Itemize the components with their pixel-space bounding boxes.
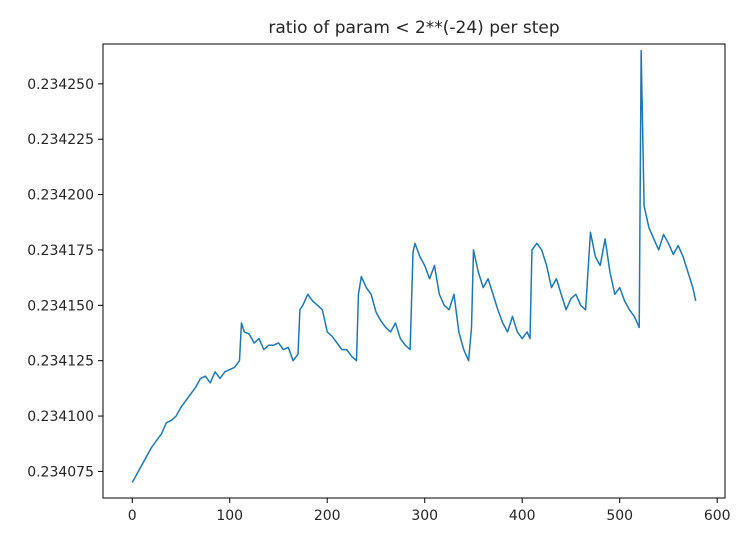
y-tick-label: 0.234250 — [27, 77, 94, 93]
y-tick-label: 0.234200 — [27, 188, 94, 204]
plot-frame — [102, 43, 726, 499]
series-group — [131, 49, 697, 483]
x-tick-label: 600 — [704, 508, 731, 524]
y-tick-label: 0.234125 — [27, 354, 94, 370]
x-tick-label: 100 — [216, 508, 243, 524]
y-tick-label: 0.234075 — [27, 464, 94, 480]
y-tick-label: 0.234100 — [27, 409, 94, 425]
chart-title: ratio of param < 2**(-24) per step — [268, 18, 559, 38]
x-tick-label: 200 — [314, 508, 341, 524]
y-tick-label: 0.234150 — [27, 298, 94, 314]
y-axis: 0.234075 0.234100 0.234125 0.234150 0.234175… — [27, 77, 103, 480]
x-axis: 0 100 200 300 400 500 600 — [128, 498, 731, 524]
series-line — [131, 49, 697, 483]
y-tick-label: 0.234175 — [27, 243, 94, 259]
x-tick-label: 0 — [128, 508, 137, 524]
x-tick-label: 400 — [509, 508, 536, 524]
x-tick-label: 500 — [606, 508, 633, 524]
y-tick-label: 0.234225 — [27, 132, 94, 148]
x-tick-label: 300 — [411, 508, 438, 524]
